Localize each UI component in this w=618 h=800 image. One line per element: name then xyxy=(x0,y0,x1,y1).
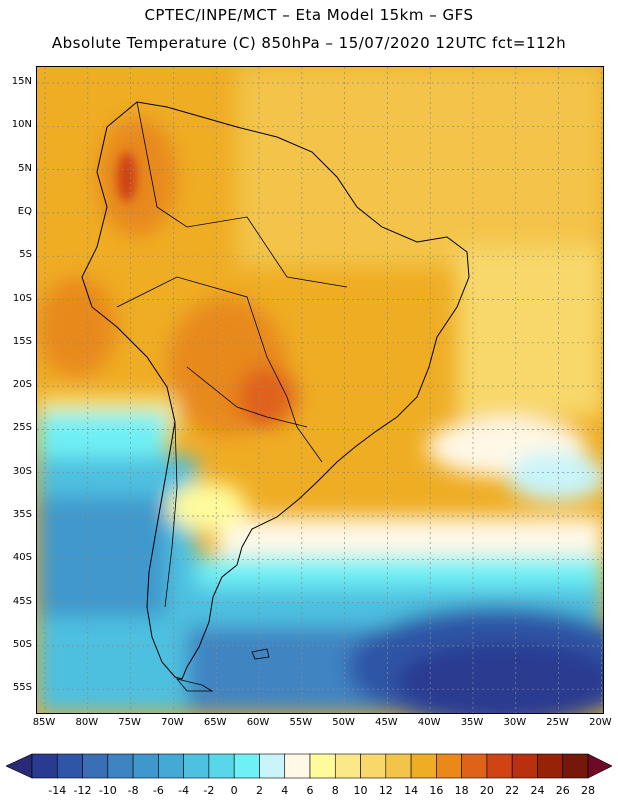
colorbar-overflow xyxy=(587,753,612,779)
colorbar-swatch xyxy=(31,753,58,779)
border-central xyxy=(116,276,323,463)
colorbar-swatch xyxy=(82,753,109,779)
colorbar-label: 24 xyxy=(530,784,545,797)
lat-label: 15S xyxy=(12,335,32,347)
lat-label: 10S xyxy=(12,292,32,304)
colorbar-label: -10 xyxy=(98,784,117,797)
graticule xyxy=(37,67,603,713)
colorbar-label: -12 xyxy=(73,784,92,797)
lon-label: 55W xyxy=(289,717,313,728)
colorbar-swatch xyxy=(284,753,311,779)
colorbar-swatch xyxy=(158,753,184,779)
colorbar-swatch xyxy=(132,753,159,779)
lat-label: 40S xyxy=(12,552,32,564)
lon-label: 50W xyxy=(332,717,355,728)
colorbar-swatch xyxy=(410,753,437,779)
lon-label: 40W xyxy=(417,717,441,728)
colorbar-swatch xyxy=(259,753,286,779)
lat-label: 50S xyxy=(12,638,32,650)
lon-label: 25W xyxy=(546,717,569,728)
tierra-del-fuego xyxy=(175,678,214,692)
colorbar-label: -6 xyxy=(152,784,164,797)
colorbar-swatch xyxy=(486,753,513,779)
colorbar-label: 12 xyxy=(378,784,393,797)
colorbar-swatch xyxy=(511,753,538,779)
colorbar-swatch xyxy=(436,753,462,779)
colorbar xyxy=(6,753,612,779)
colorbar-label: 10 xyxy=(353,784,368,797)
lat-label: 10N xyxy=(11,119,32,131)
colorbar-swatch xyxy=(56,753,83,779)
colorbar-swatch xyxy=(385,753,412,779)
colorbar-swatch xyxy=(461,753,488,779)
lat-label: 25S xyxy=(12,422,32,434)
colorbar-label: 20 xyxy=(479,784,494,797)
lat-label: EQ xyxy=(17,205,32,217)
lon-label: 30W xyxy=(503,717,527,728)
lat-label: 35S xyxy=(12,509,32,520)
lon-label: 85W xyxy=(32,717,56,728)
temperature-field xyxy=(37,67,603,713)
border-andes xyxy=(164,421,178,608)
lat-label: 5N xyxy=(18,162,32,174)
colorbar-swatch xyxy=(233,753,260,779)
temperature-map xyxy=(36,66,604,714)
colorbar-label: 18 xyxy=(454,784,469,797)
colorbar-swatch xyxy=(334,753,361,779)
colorbar-label: -2 xyxy=(203,784,215,797)
lon-label: 45W xyxy=(375,717,398,728)
colorbar-swatch xyxy=(309,753,336,779)
border-north xyxy=(136,101,348,288)
lat-label: 5S xyxy=(19,249,32,261)
lon-label: 75W xyxy=(118,717,141,728)
colorbar-underflow xyxy=(6,753,33,779)
colorbar-label: 0 xyxy=(230,784,238,797)
colorbar-label: 6 xyxy=(306,784,314,797)
colorbar-label: 2 xyxy=(255,784,263,797)
lon-label: 65W xyxy=(203,717,227,728)
map-title-line1: CPTEC/INPE/MCT – Eta Model 15km – GFS xyxy=(144,6,474,24)
lat-label: 55S xyxy=(12,682,32,694)
colorbar-swatch xyxy=(208,753,235,779)
colorbar-swatch xyxy=(360,753,387,779)
colorbar-label: 4 xyxy=(281,784,289,797)
colorbar-label: -14 xyxy=(48,784,67,797)
colorbar-label: 26 xyxy=(555,784,570,797)
lon-label: 80W xyxy=(75,717,99,728)
colorbar-swatch xyxy=(537,753,564,779)
map-canvas xyxy=(37,67,603,713)
lat-label: 20S xyxy=(12,379,32,391)
coastline xyxy=(81,101,470,680)
colorbar-swatch xyxy=(107,753,134,779)
colorbar-label: 22 xyxy=(505,784,520,797)
lat-label: 15N xyxy=(11,76,32,87)
colorbar-label: 16 xyxy=(429,784,444,797)
lon-label: 35W xyxy=(460,717,484,728)
colorbar-label: 28 xyxy=(581,784,595,797)
lon-label: 70W xyxy=(161,717,184,728)
lon-label: 20W xyxy=(589,717,612,728)
falkland-islands xyxy=(251,648,270,660)
colorbar-swatch xyxy=(562,753,589,779)
map-title-line2: Absolute Temperature (C) 850hPa – 15/07/… xyxy=(51,34,567,52)
colorbar-swatch xyxy=(183,753,210,779)
colorbar-label: -4 xyxy=(178,784,190,797)
colorbar-label: 14 xyxy=(404,784,419,797)
border-south xyxy=(186,366,308,428)
lat-label: 30S xyxy=(12,465,32,477)
colorbar-label: -8 xyxy=(127,784,139,797)
colorbar-label: 8 xyxy=(331,784,339,797)
warm-core xyxy=(117,152,272,422)
lat-label: 45S xyxy=(12,595,32,607)
lon-label: 60W xyxy=(246,717,270,728)
